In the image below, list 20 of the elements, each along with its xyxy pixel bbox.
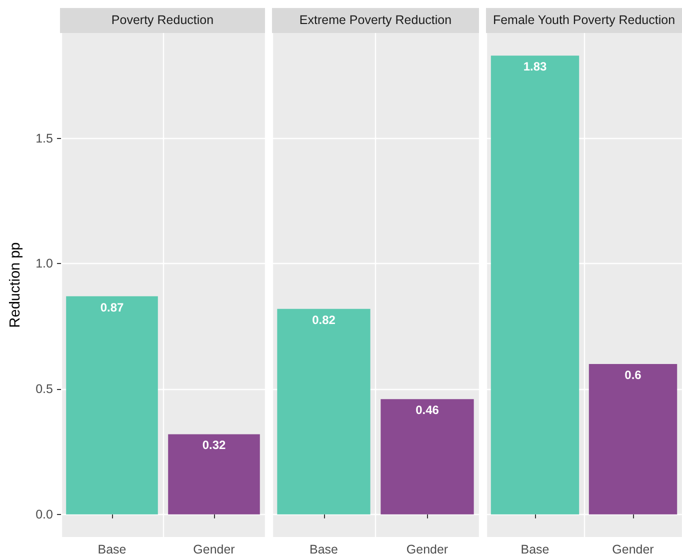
chart-title: Female Youth Poverty Reduction	[486, 8, 682, 33]
data-label: 0.82	[312, 312, 336, 327]
x-tick-label: Gender	[612, 542, 654, 556]
x-tick-label: Base	[98, 542, 126, 556]
data-label: 1.83	[523, 60, 547, 74]
y-tick-label: 1.5	[36, 131, 54, 146]
data-label: 0.32	[202, 438, 226, 452]
y-tick-label: 0.5	[36, 382, 54, 396]
data-label: 0.46	[416, 403, 440, 418]
y-axis-title: Reduction pp	[8, 242, 24, 328]
chart-title: Poverty Reduction	[60, 8, 265, 33]
x-tick-label: Base	[310, 542, 338, 556]
chart-title: Extreme Poverty Reduction	[272, 8, 479, 33]
y-tick-label: 0.0	[36, 507, 54, 522]
x-tick-label: Base	[520, 542, 550, 556]
x-tick-label: Gender	[193, 542, 235, 556]
data-label: 0.87	[100, 300, 124, 314]
y-tick-label: 1.0	[36, 256, 54, 271]
x-tick-label: Gender	[406, 542, 448, 556]
data-label: 0.6	[624, 368, 642, 382]
